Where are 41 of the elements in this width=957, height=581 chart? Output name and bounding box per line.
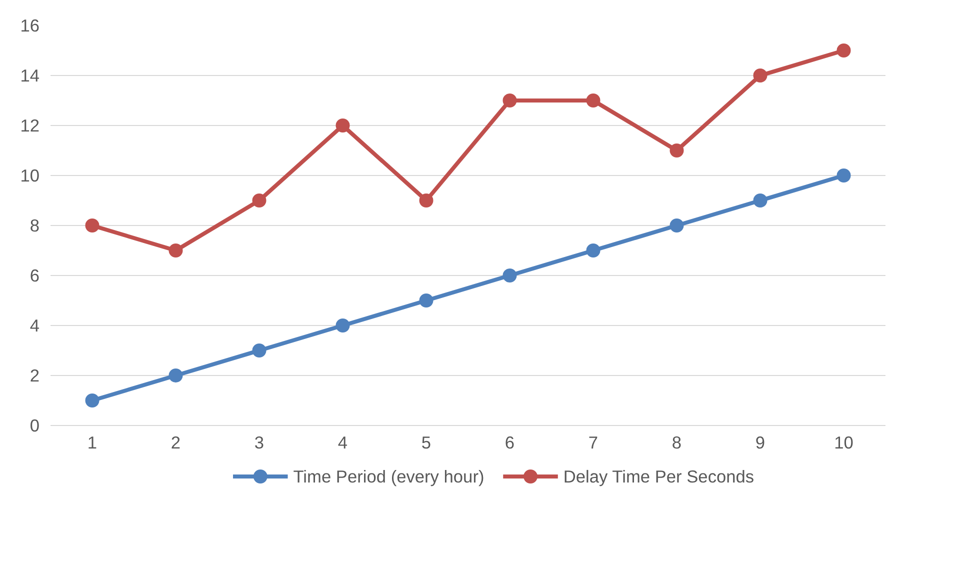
- y-tick-label: 12: [20, 116, 40, 136]
- point: [252, 344, 266, 358]
- y-tick-label: 2: [30, 366, 40, 386]
- point: [670, 218, 684, 232]
- y-tick-label: 0: [30, 416, 40, 436]
- point: [168, 244, 183, 258]
- point: [419, 194, 434, 208]
- point: [419, 294, 434, 308]
- point: [336, 318, 350, 332]
- x-tick-label: 9: [755, 432, 766, 452]
- point: [502, 94, 517, 108]
- point: [252, 194, 266, 208]
- y-tick-label: 6: [30, 266, 40, 286]
- legend-label: Time Period (every hour): [293, 466, 484, 486]
- point: [586, 94, 600, 108]
- point: [336, 118, 350, 132]
- x-tick-label: 8: [672, 432, 682, 452]
- point: [753, 68, 768, 82]
- point: [85, 394, 100, 408]
- point: [168, 368, 183, 382]
- y-tick-label: 8: [30, 216, 40, 236]
- x-tick-label: 10: [834, 432, 854, 452]
- x-tick-label: 3: [254, 432, 264, 452]
- y-tick-label: 4: [30, 316, 40, 336]
- x-tick-label: 7: [588, 432, 598, 452]
- legend-label: Delay Time Per Seconds: [563, 466, 754, 486]
- point: [670, 144, 684, 158]
- point: [836, 44, 851, 58]
- x-tick-label: 5: [421, 432, 432, 452]
- point: [502, 268, 517, 282]
- x-tick-label: 1: [87, 432, 98, 452]
- x-tick-label: 6: [504, 432, 515, 452]
- x-tick-label: 2: [170, 432, 181, 452]
- point: [586, 244, 600, 258]
- y-tick-label: 10: [20, 166, 40, 186]
- point: [85, 218, 100, 232]
- x-tick-label: 4: [338, 432, 348, 452]
- y-tick-label: 14: [20, 66, 40, 86]
- point: [836, 168, 851, 182]
- point: [753, 194, 768, 208]
- y-tick-label: 16: [20, 16, 40, 36]
